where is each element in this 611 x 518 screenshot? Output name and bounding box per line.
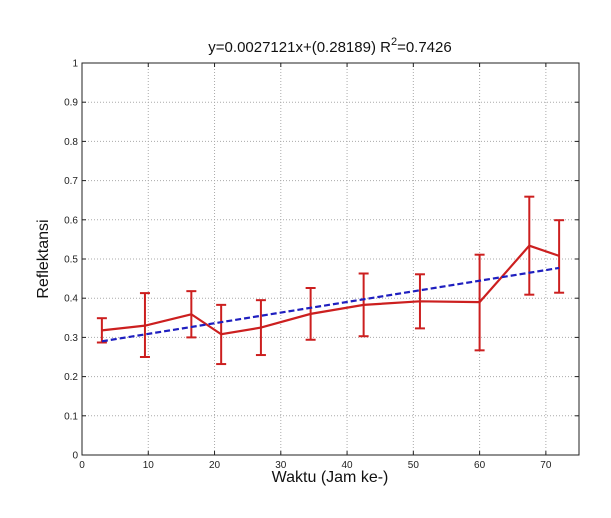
x-tick-label: 30 bbox=[275, 460, 287, 471]
y-tick-label: 0.5 bbox=[64, 255, 78, 266]
y-tick-label: 0.2 bbox=[64, 372, 78, 383]
x-tick-label: 50 bbox=[408, 460, 420, 471]
y-tick-label: 0.1 bbox=[64, 411, 78, 422]
chart-title-tail: =0.7426 bbox=[397, 39, 452, 56]
y-tick-label: 0.4 bbox=[64, 294, 78, 305]
x-tick-label: 20 bbox=[209, 460, 221, 471]
y-tick-label: 1 bbox=[72, 59, 78, 70]
x-tick-label: 10 bbox=[143, 460, 155, 471]
series bbox=[96, 195, 565, 366]
chart-title-main: y=0.0027121x+(0.28189) R bbox=[208, 39, 391, 56]
y-tick-label: 0.7 bbox=[64, 176, 78, 187]
x-tick-label: 70 bbox=[540, 460, 552, 471]
x-tick-label: 60 bbox=[474, 460, 486, 471]
plot-frame bbox=[81, 62, 580, 456]
x-tick-label: 40 bbox=[342, 460, 354, 471]
axis-ticks: 0 10 20 30 40 50 60 70 0 0.1 0.2 0.3 0.4 0.5 0.6 0.7 0.8… bbox=[64, 59, 579, 471]
chart-title-superscript: 2 bbox=[391, 36, 397, 48]
data-line bbox=[101, 244, 560, 336]
y-tick-label: 0.9 bbox=[64, 98, 78, 109]
y-tick-label: 0.6 bbox=[64, 215, 78, 226]
x-axis-label: Waktu (Jam ke-) bbox=[272, 469, 389, 486]
y-tick-label: 0.3 bbox=[64, 333, 78, 344]
y-axis-label: Reflektansi bbox=[35, 219, 52, 298]
fit-line bbox=[101, 266, 560, 343]
chart-title: y=0.0027121x+(0.28189) R2=0.7426 bbox=[208, 36, 451, 56]
x-tick-label: 0 bbox=[79, 460, 85, 471]
y-tick-label: 0 bbox=[72, 451, 78, 462]
grid bbox=[82, 63, 579, 455]
y-tick-label: 0.8 bbox=[64, 137, 78, 148]
